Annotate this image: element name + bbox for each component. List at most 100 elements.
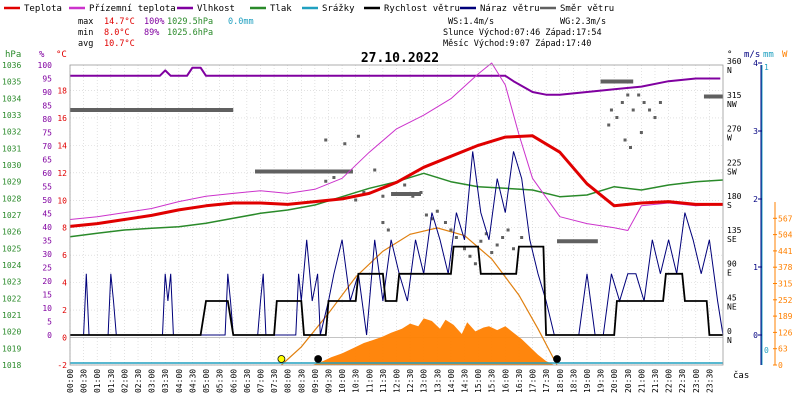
wind-dir-point-6 xyxy=(381,194,385,198)
hpa-tick: 1027 xyxy=(2,211,21,220)
pct-tick: 95 xyxy=(42,75,52,84)
stats-block: max 14.7°C 100% 1029.5hPa 0.0mm min 8.0°… xyxy=(78,17,606,49)
x-tick: 03:30 xyxy=(161,369,170,393)
pct-tick: 65 xyxy=(42,156,52,165)
ground-line xyxy=(69,62,724,231)
degc-tick: 10 xyxy=(57,196,67,205)
wind-dir-point-27 xyxy=(386,228,390,232)
wind-dir-point-24 xyxy=(506,228,510,232)
legend-label-5: Rychlost větru xyxy=(384,4,460,14)
hpa-tick: 1018 xyxy=(2,361,21,370)
dir-tick-cardinal: N xyxy=(727,66,732,75)
dir-tick: 45 xyxy=(727,293,737,302)
pct-tick: 40 xyxy=(42,223,52,232)
wind-dir-point-19 xyxy=(479,239,483,243)
pct-tick: 80 xyxy=(42,115,52,124)
pct-tick: 45 xyxy=(42,210,52,219)
x-tick: 00:00 xyxy=(66,369,75,393)
legend-label-7: Směr větru xyxy=(560,4,614,14)
wind-dir-point-37 xyxy=(648,108,652,112)
moonrise-marker xyxy=(314,355,323,363)
x-tick: 18:30 xyxy=(569,369,578,393)
x-tick: 04:00 xyxy=(175,369,184,393)
x-tick: 13:00 xyxy=(420,369,429,393)
dir-tick: 0 xyxy=(727,327,732,336)
wind-dir-point-2 xyxy=(348,170,352,173)
stats-avg-temp: 10.7°C xyxy=(104,39,135,49)
x-tick: 03:00 xyxy=(148,369,157,393)
x-tick: 19:30 xyxy=(597,369,606,393)
w-tick: 441 xyxy=(778,247,793,256)
x-tick: 17:00 xyxy=(529,369,538,393)
mm-header: mm xyxy=(763,50,774,60)
wind-dir-point-41 xyxy=(628,146,632,149)
x-tick: 14:30 xyxy=(461,369,470,393)
x-tick: 15:00 xyxy=(474,369,483,393)
hpa-header: hPa xyxy=(5,50,21,60)
hpa-tick: 1019 xyxy=(2,344,21,353)
wind-dir-point-25 xyxy=(511,247,515,251)
legend-label-2: Vlhkost xyxy=(197,4,235,14)
sunset-marker xyxy=(553,355,561,363)
wind-dir-point-3 xyxy=(354,198,358,202)
w-tick: 315 xyxy=(778,280,793,289)
pct-tick: 10 xyxy=(42,304,52,313)
x-tick: 20:00 xyxy=(610,369,619,393)
legend-label-1: Přízemní teplota xyxy=(89,4,176,14)
dir-tick-cardinal: W xyxy=(727,134,732,143)
w-tick: 0 xyxy=(778,361,783,370)
pct-header: % xyxy=(39,50,45,60)
x-tick: 05:00 xyxy=(202,369,211,393)
stats-wg: WG:2.3m/s xyxy=(560,17,606,27)
pct-tick: 35 xyxy=(42,237,52,246)
x-tick: 18:00 xyxy=(556,369,565,393)
ms-tick: 3 xyxy=(753,127,758,136)
wind-line xyxy=(70,245,723,336)
hpa-tick: 1024 xyxy=(2,261,21,270)
stats-max-hum: 100% xyxy=(144,17,164,27)
w-tick: 504 xyxy=(778,231,793,240)
axis-headers: hPa % °C ° m/s mm W xyxy=(5,50,788,60)
degc-tick: 8 xyxy=(62,224,67,233)
hpa-tick: 1028 xyxy=(2,194,21,203)
hpa-tick: 1034 xyxy=(2,94,21,103)
degc-tick: 18 xyxy=(57,86,67,95)
gust-line xyxy=(70,151,724,336)
sunrise-marker xyxy=(277,355,286,363)
hpa-tick: 1029 xyxy=(2,178,21,187)
x-tick: 21:30 xyxy=(651,369,660,393)
wind-dir-point-39 xyxy=(658,101,662,104)
x-tick: 09:30 xyxy=(324,369,333,393)
x-tick: 08:00 xyxy=(284,369,293,393)
degc-tick: 16 xyxy=(57,114,67,123)
legend-label-4: Srážky xyxy=(322,4,355,14)
w-tick: 63 xyxy=(778,345,788,354)
ms-tick: 1 xyxy=(753,263,758,272)
x-tick: 23:30 xyxy=(705,369,714,393)
x-tick: 06:00 xyxy=(229,369,238,393)
wind-dir-point-28 xyxy=(381,221,385,224)
ms-tick: 4 xyxy=(753,59,758,68)
dir-tick-cardinal: S xyxy=(727,201,732,210)
x-tick: 10:30 xyxy=(352,369,361,393)
x-tick: 13:30 xyxy=(433,369,442,393)
wind-dir-point-18 xyxy=(473,262,477,266)
x-axis-label: čas xyxy=(733,370,749,381)
dir-tick: 90 xyxy=(727,260,737,269)
wind-dir-point-22 xyxy=(495,243,499,247)
wind-dir-point-38 xyxy=(653,116,657,119)
ms-tick: 0 xyxy=(753,331,758,340)
wind-dir-point-14 xyxy=(449,228,453,232)
pct-tick: 55 xyxy=(42,183,52,192)
pct-tick: 90 xyxy=(42,88,52,97)
x-tick: 07:00 xyxy=(256,369,265,393)
hpa-tick: 1033 xyxy=(2,111,21,120)
legend-label-0: Teplota xyxy=(24,4,62,14)
hpa-tick: 1026 xyxy=(2,228,21,237)
wind-dir-point-9 xyxy=(419,191,423,194)
x-tick: 16:30 xyxy=(515,369,524,393)
wind-dir-point-43 xyxy=(324,138,328,142)
wind-dir-point-30 xyxy=(609,108,613,112)
wind-dir-point-16 xyxy=(463,247,467,251)
